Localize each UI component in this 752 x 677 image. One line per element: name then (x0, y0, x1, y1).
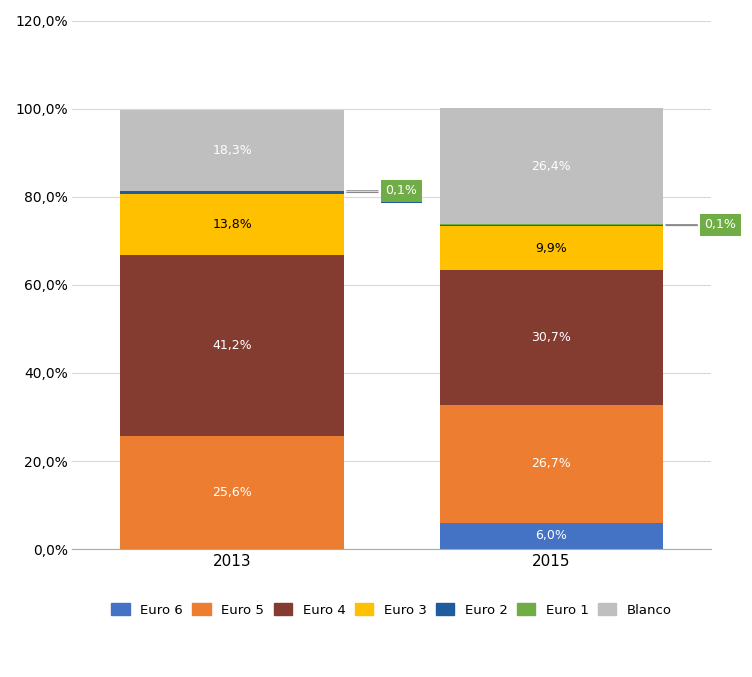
Text: 26,4%: 26,4% (532, 160, 572, 173)
Text: 0,3%: 0,3% (666, 219, 736, 232)
Text: 13,8%: 13,8% (212, 218, 252, 231)
Legend: Euro 6, Euro 5, Euro 4, Euro 3, Euro 2, Euro 1, Blanco: Euro 6, Euro 5, Euro 4, Euro 3, Euro 2, … (106, 598, 678, 622)
Text: 41,2%: 41,2% (212, 339, 252, 352)
Text: 0,1%: 0,1% (347, 184, 417, 197)
Text: 25,6%: 25,6% (212, 486, 252, 499)
Bar (120, 110, 344, 190)
Bar (120, 194, 344, 255)
Bar (440, 270, 663, 405)
Bar (440, 226, 663, 270)
Bar (120, 437, 344, 549)
Bar (120, 255, 344, 437)
Text: 26,7%: 26,7% (532, 458, 572, 471)
Text: 0,7%: 0,7% (347, 186, 417, 199)
Text: 30,7%: 30,7% (532, 331, 572, 344)
Bar (440, 108, 663, 225)
Text: 18,3%: 18,3% (212, 144, 252, 157)
Text: 0,1%: 0,1% (666, 218, 736, 231)
Bar (440, 225, 663, 226)
Bar (440, 523, 663, 549)
Text: 6,0%: 6,0% (535, 529, 567, 542)
Text: 9,9%: 9,9% (535, 242, 567, 255)
Bar (120, 191, 344, 194)
Bar (440, 405, 663, 523)
